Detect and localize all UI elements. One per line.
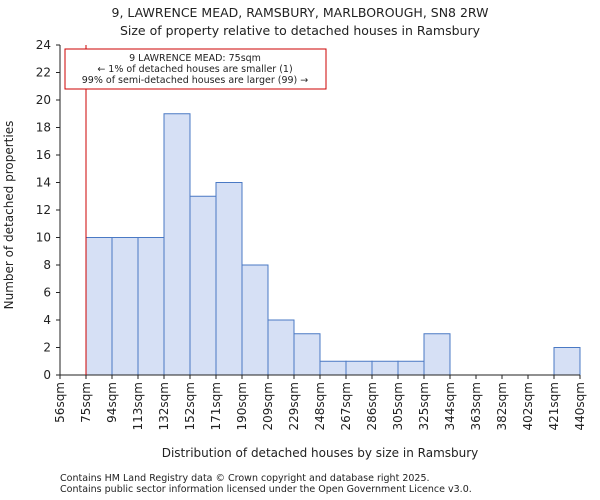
bar-325sqm (423, 333, 451, 376)
x-tick-label: 56sqm (53, 382, 67, 423)
x-tick-label: 382sqm (495, 382, 509, 430)
y-tick-label: 12 (36, 203, 51, 217)
y-tick-label: 20 (36, 93, 51, 107)
annotation-line2: ← 1% of detached houses are smaller (1) (97, 64, 292, 75)
x-tick-label: 113sqm (131, 382, 145, 430)
bar-267sqm (345, 360, 373, 376)
bar-75sqm (85, 237, 113, 376)
bar-229sqm (293, 333, 321, 376)
x-tick-label: 152sqm (183, 382, 197, 430)
annotation-frame (64, 48, 327, 90)
y-tick-label: 16 (36, 148, 51, 162)
annotation-line3: 99% of semi-detached houses are larger (… (82, 75, 309, 86)
x-tick-label: 267sqm (339, 382, 353, 430)
annotation-box: 9 LAWRENCE MEAD: 75sqm ← 1% of detached … (64, 48, 327, 90)
bar-305sqm (397, 360, 425, 376)
y-tick-label: 4 (43, 313, 51, 327)
y-tick-label: 24 (36, 38, 51, 52)
bar-171sqm (215, 182, 243, 376)
x-tick-label: 286sqm (365, 382, 379, 430)
bar-421sqm (553, 347, 581, 376)
x-tick-label: 344sqm (443, 382, 457, 430)
bar-248sqm (319, 360, 347, 376)
bar-286sqm (371, 360, 399, 376)
x-tick-label: 440sqm (573, 382, 587, 430)
bar-94sqm (111, 237, 139, 376)
y-tick-label: 22 (36, 66, 51, 80)
x-tick-label: 75sqm (79, 382, 93, 423)
x-tick-label: 325sqm (417, 382, 431, 430)
bar-190sqm (241, 264, 269, 376)
x-tick-label: 363sqm (469, 382, 483, 430)
x-tick-label: 209sqm (261, 382, 275, 430)
x-tick-label: 305sqm (391, 382, 405, 430)
x-tick-label: 421sqm (547, 382, 561, 430)
y-axis-label: Number of detached properties (2, 121, 16, 310)
bars-group (85, 113, 581, 376)
y-tick-label: 14 (36, 176, 51, 190)
chart-title-line1: 9, LAWRENCE MEAD, RAMSBURY, MARLBOROUGH,… (112, 5, 489, 20)
x-tick-label: 171sqm (209, 382, 223, 430)
bar-209sqm (267, 319, 295, 376)
bar-152sqm (189, 195, 217, 376)
x-axis-label: Distribution of detached houses by size … (162, 446, 479, 460)
x-tick-label: 402sqm (521, 382, 535, 430)
y-tick-label: 18 (36, 121, 51, 135)
annotation-line1: 9 LAWRENCE MEAD: 75sqm (129, 53, 261, 64)
bar-113sqm (137, 237, 165, 376)
x-tick-label: 94sqm (105, 382, 119, 423)
x-tick-label: 132sqm (157, 382, 171, 430)
y-tick-label: 2 (43, 341, 51, 355)
x-ticks-group: 56sqm 75sqm 94sqm 113sqm 132sqm 152sqm 171sqm 1… (53, 375, 587, 430)
y-tick-label: 0 (43, 368, 51, 382)
chart-title-line2: Size of property relative to detached ho… (120, 23, 481, 38)
footer-line1: Contains HM Land Registry data © Crown c… (60, 473, 430, 484)
y-tick-label: 8 (43, 258, 51, 272)
x-tick-label: 190sqm (235, 382, 249, 430)
y-tick-label: 10 (36, 231, 51, 245)
y-tick-label: 6 (43, 286, 51, 300)
x-tick-label: 229sqm (287, 382, 301, 430)
footer-line2: Contains public sector information licen… (60, 484, 472, 495)
bar-132sqm (163, 113, 191, 376)
x-tick-label: 248sqm (313, 382, 327, 430)
